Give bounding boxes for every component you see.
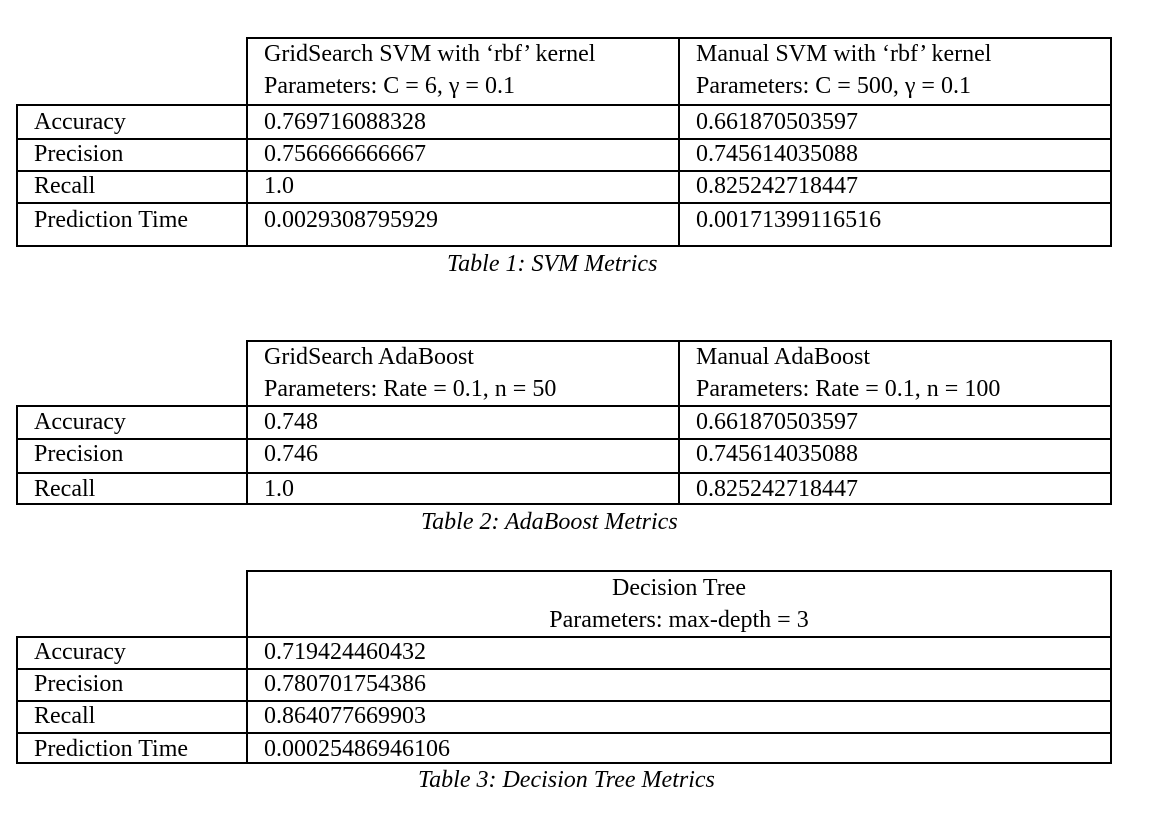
table-border [16, 104, 1112, 106]
table-border [16, 138, 1112, 140]
table-cell: 0.769716088328 [264, 109, 426, 135]
table-cell: 0.825242718447 [696, 173, 858, 199]
table-cell: 0.746 [264, 441, 318, 467]
table-cell: 0.748 [264, 409, 318, 435]
table-border [16, 170, 1112, 172]
column-header: GridSearch AdaBoost Parameters: Rate = 0… [264, 341, 556, 405]
table-border [16, 405, 18, 505]
table-cell: 0.661870503597 [696, 409, 858, 435]
table-border [16, 438, 1112, 440]
table-border [16, 245, 1112, 247]
table-cell: 0.745614035088 [696, 141, 858, 167]
table-cell: 0.00171399116516 [696, 207, 882, 233]
column-header: Manual SVM with ‘rbf’ kernel Parameters:… [696, 38, 991, 102]
row-label: Accuracy [34, 639, 126, 665]
table-cell: 0.719424460432 [264, 639, 426, 665]
row-label: Prediction Time [34, 736, 189, 762]
row-label: Recall [34, 476, 96, 502]
column-header: Decision Tree Parameters: max-depth = 3 [248, 572, 1110, 636]
table-caption: Table 3: Decision Tree Metrics [418, 767, 715, 793]
table-cell: 0.745614035088 [696, 441, 858, 467]
table-border [16, 762, 1112, 764]
table-border [16, 202, 1112, 204]
table-cell: 0.780701754386 [264, 671, 426, 697]
table-cell: 0.661870503597 [696, 109, 858, 135]
row-label: Precision [34, 671, 124, 697]
header-title: GridSearch AdaBoost [264, 344, 474, 370]
table-cell: 1.0 [264, 476, 294, 502]
table-border [678, 340, 680, 505]
header-title: Manual AdaBoost [696, 344, 870, 370]
table-border [16, 472, 1112, 474]
table-border [16, 405, 1112, 407]
table-border [16, 503, 1112, 505]
table-border [16, 700, 1112, 702]
column-header: Manual AdaBoost Parameters: Rate = 0.1, … [696, 341, 1000, 405]
table-cell: 0.864077669903 [264, 703, 426, 729]
header-title: Manual SVM with ‘rbf’ kernel [696, 41, 992, 67]
row-label: Accuracy [34, 409, 126, 435]
table-border [16, 668, 1112, 670]
table-border [246, 340, 248, 505]
table-cell: 1.0 [264, 173, 294, 199]
table-cell: 0.0029308795929 [264, 207, 438, 233]
table-border [1110, 37, 1112, 247]
row-label: Prediction Time [34, 207, 189, 233]
table-border [16, 104, 18, 247]
row-label: Precision [34, 441, 124, 467]
header-title: GridSearch SVM with ‘rbf’ kernel [264, 41, 596, 67]
column-header: GridSearch SVM with ‘rbf’ kernel Paramet… [264, 38, 595, 102]
row-label: Recall [34, 173, 96, 199]
table-cell: 0.00025486946106 [264, 736, 450, 762]
row-label: Precision [34, 141, 124, 167]
header-parameters: Parameters: Rate = 0.1, n = 50 [264, 376, 557, 402]
header-parameters: Parameters: max-depth = 3 [549, 607, 809, 633]
table-caption: Table 2: AdaBoost Metrics [421, 509, 678, 535]
row-label: Recall [34, 703, 96, 729]
table-border [1110, 340, 1112, 505]
table-border [246, 37, 248, 247]
table-border [16, 636, 18, 764]
table-cell: 0.756666666667 [264, 141, 426, 167]
table-border [246, 570, 1112, 572]
header-parameters: Parameters: C = 6, γ = 0.1 [264, 73, 515, 99]
table-border [1110, 570, 1112, 764]
table-caption: Table 1: SVM Metrics [447, 251, 658, 277]
row-label: Accuracy [34, 109, 126, 135]
header-parameters: Parameters: Rate = 0.1, n = 100 [696, 376, 1001, 402]
table-border [678, 37, 680, 247]
table-border [246, 570, 248, 764]
table-border [16, 732, 1112, 734]
header-parameters: Parameters: C = 500, γ = 0.1 [696, 73, 971, 99]
table-border [16, 636, 1112, 638]
table-cell: 0.825242718447 [696, 476, 858, 502]
header-title: Decision Tree [612, 575, 746, 601]
